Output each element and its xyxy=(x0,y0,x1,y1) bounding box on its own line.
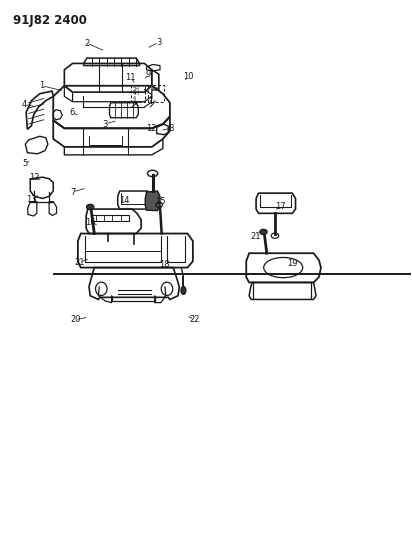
Text: 20: 20 xyxy=(70,315,81,324)
Text: 9: 9 xyxy=(146,70,151,78)
Text: 91J82 2400: 91J82 2400 xyxy=(13,14,87,27)
Text: 5: 5 xyxy=(22,159,27,168)
Text: 18: 18 xyxy=(159,260,169,269)
Ellipse shape xyxy=(260,229,267,235)
Text: 4: 4 xyxy=(22,100,27,109)
Text: 3: 3 xyxy=(103,119,108,128)
Text: 14: 14 xyxy=(119,196,129,205)
Text: 19: 19 xyxy=(287,259,297,268)
Text: 12: 12 xyxy=(29,173,40,182)
Text: 6: 6 xyxy=(70,108,75,117)
Text: 21: 21 xyxy=(251,232,261,241)
Text: 4LO: 4LO xyxy=(149,100,157,104)
Text: 3: 3 xyxy=(156,38,162,47)
Text: 8: 8 xyxy=(169,124,174,133)
Text: 11: 11 xyxy=(125,73,136,82)
Text: 3HI6: 3HI6 xyxy=(149,87,159,91)
Text: 13: 13 xyxy=(26,195,37,204)
Text: N: N xyxy=(149,96,152,100)
Text: 12: 12 xyxy=(147,124,157,133)
Text: 17: 17 xyxy=(274,203,285,212)
Text: 2H: 2H xyxy=(133,87,140,92)
Text: 16: 16 xyxy=(85,219,96,228)
Text: 10: 10 xyxy=(183,71,194,80)
Ellipse shape xyxy=(87,204,94,209)
Text: 7: 7 xyxy=(70,188,75,197)
Text: 4H: 4H xyxy=(133,91,140,96)
Text: 2: 2 xyxy=(84,39,89,48)
Text: 4L: 4L xyxy=(133,100,139,106)
Text: 4: 4 xyxy=(133,96,136,101)
Text: 15: 15 xyxy=(155,197,165,206)
Polygon shape xyxy=(145,191,160,211)
Text: 21: 21 xyxy=(74,258,85,266)
Text: 22: 22 xyxy=(189,315,200,324)
Ellipse shape xyxy=(181,286,186,294)
Text: 1: 1 xyxy=(39,81,44,90)
